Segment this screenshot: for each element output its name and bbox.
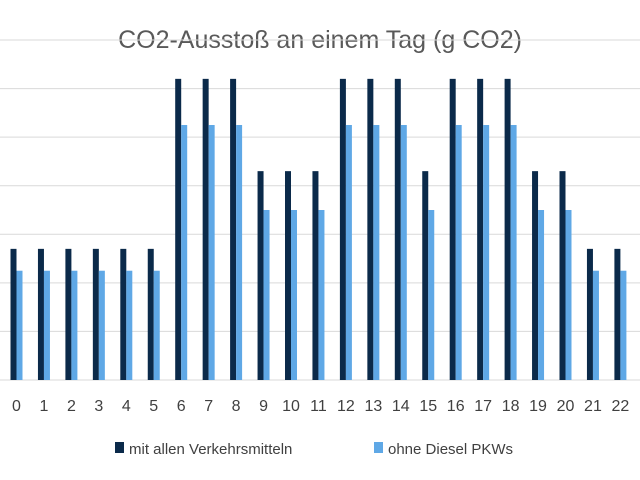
x-tick-label: 11 (310, 398, 327, 415)
x-tick-label: 13 (364, 398, 382, 415)
bar-series-2 (43, 270, 50, 380)
bar-series-1 (422, 171, 429, 380)
bars (10, 78, 627, 380)
bar-series-2 (565, 210, 572, 380)
x-tick-label: 1 (39, 398, 48, 415)
x-tick-label: 22 (612, 398, 630, 415)
x-tick-label: 12 (337, 398, 355, 415)
x-tick-label: 4 (122, 398, 131, 415)
bar-series-2 (592, 270, 599, 380)
bar-series-1 (504, 78, 511, 380)
x-tick-label: 5 (149, 398, 158, 415)
bar-series-2 (428, 210, 435, 380)
legend-swatch-series-1 (115, 442, 124, 453)
x-tick-label: 18 (502, 398, 520, 415)
legend-label-series-1: mit allen Verkehrsmitteln (129, 441, 292, 458)
bar-series-1 (10, 248, 17, 380)
bar-series-2 (483, 125, 490, 380)
bar-series-2 (510, 125, 517, 380)
x-tick-label: 17 (474, 398, 492, 415)
legend-swatch-series-2 (374, 442, 383, 453)
bar-series-2 (208, 125, 215, 380)
bar-series-2 (538, 210, 545, 380)
bar-series-1 (559, 171, 566, 380)
x-tick-label: 16 (447, 398, 465, 415)
bar-series-1 (586, 248, 593, 380)
bar-series-1 (257, 171, 264, 380)
bar-series-2 (153, 270, 160, 380)
bar-series-1 (147, 248, 154, 380)
x-tick-label: 2 (67, 398, 76, 415)
bar-series-2 (16, 270, 23, 380)
bar-series-1 (65, 248, 72, 380)
bar-series-1 (92, 248, 99, 380)
bar-series-2 (345, 125, 352, 380)
legend-label-series-2: ohne Diesel PKWs (388, 441, 513, 458)
x-tick-label: 7 (204, 398, 213, 415)
x-tick-label: 9 (259, 398, 268, 415)
bar-series-1 (37, 248, 44, 380)
bar-series-2 (181, 125, 188, 380)
bar-series-1 (175, 78, 182, 380)
bar-series-2 (318, 210, 325, 380)
x-tick-label: 10 (282, 398, 300, 415)
bar-series-1 (394, 78, 401, 380)
x-tick-label: 15 (419, 398, 437, 415)
bar-series-2 (620, 270, 627, 380)
legend: mit allen Verkehrsmitteln ohne Diesel PK… (115, 441, 513, 458)
x-tick-label: 20 (557, 398, 575, 415)
x-tick-label: 21 (584, 398, 602, 415)
bar-series-2 (400, 125, 407, 380)
x-tick-label: 3 (94, 398, 103, 415)
bar-series-1 (285, 171, 291, 380)
bar-series-2 (291, 210, 297, 380)
bar-series-2 (455, 125, 462, 380)
bar-series-1 (339, 78, 346, 380)
bar-series-1 (614, 248, 621, 380)
bar-series-1 (477, 78, 484, 380)
bar-series-1 (202, 78, 209, 380)
x-tick-label: 0 (12, 398, 21, 415)
bar-series-1 (532, 171, 539, 380)
bar-series-1 (367, 78, 374, 380)
x-tick-label: 6 (177, 398, 186, 415)
bar-series-2 (98, 270, 105, 380)
bar-series-2 (236, 125, 243, 380)
bar-series-1 (120, 248, 127, 380)
bar-series-1 (230, 78, 237, 380)
bar-series-2 (126, 270, 133, 380)
x-tick-label: 8 (232, 398, 241, 415)
x-axis-ticks: 0 1 2 3 4 5 6 7 8 9 10 11 12 13 14 15 16 17 18 19 20 21 22 (12, 398, 629, 415)
x-tick-label: 19 (529, 398, 547, 415)
bar-series-2 (263, 210, 270, 380)
x-tick-label: 14 (392, 398, 410, 415)
bar-series-2 (373, 125, 380, 380)
bar-series-2 (71, 270, 78, 380)
bar-series-1 (312, 171, 319, 380)
bar-series-1 (449, 78, 456, 380)
